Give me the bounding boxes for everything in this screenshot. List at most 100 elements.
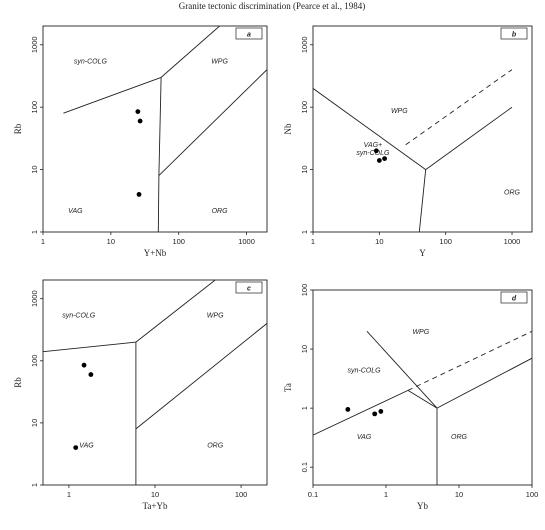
field-boundary [43,341,136,353]
x-axis-label: Yb [417,501,428,511]
x-tick-label: 1000 [238,237,255,246]
x-tick-label: 100 [439,237,452,246]
x-tick-label: 100 [526,490,539,499]
panel-letter: a [247,32,251,39]
y-tick-label: 1 [300,406,309,410]
y-tick-label: 100 [30,101,39,114]
y-tick-label: 100 [300,284,309,297]
field-label: VAG [68,208,83,215]
panel-b: b 1 10 100 1000 1 10 100 1000 Y Nb WPG VAG+syn-COLG O… [283,25,533,258]
sample-point [73,445,79,451]
field-label: WPG [211,59,228,66]
sample-point [378,409,384,414]
sample-point [81,362,87,368]
x-axis-label: Y [419,248,426,258]
field-boundary [425,106,513,170]
field-label: WPG [391,108,408,115]
field-boundary [407,330,532,391]
field-boundary [366,330,438,409]
plot-frame [312,25,533,233]
field-boundary [135,280,216,343]
panel-d: d 0.1 1 10 100 0.1 1 10 100 Yb Ta WPG syn-COLG VAG ORG [283,284,538,511]
field-label: ORG [451,434,468,441]
field-boundary [63,76,162,114]
plot-frame [312,289,533,486]
field-boundary [313,88,426,170]
panel-letter-box [500,27,528,40]
y-tick-label: 10 [300,165,309,173]
y-tick-label: 1000 [300,36,309,53]
field-boundary [313,357,532,436]
y-tick-label: 100 [30,355,39,368]
panel-a: a 1 10 100 1000 1 10 100 1000 Y+Nb Rb syn-COLG WPG VA… [13,25,268,258]
x-tick-label: 1 [41,237,45,246]
sample-point [88,372,94,377]
y-tick-label: 1 [30,483,39,487]
x-axis-label: Ta+Yb [143,501,168,511]
y-tick-label: 1 [300,230,309,234]
field-label: VAG [357,434,372,441]
x-tick-label: 100 [172,237,185,246]
panel-letter-box [235,281,263,294]
sample-point [373,148,379,154]
x-tick-label: 100 [235,490,248,499]
field-label: syn-COLG [74,59,108,66]
y-axis-label: Rb [13,377,23,388]
x-tick-label: 10 [107,237,115,246]
field-label: VAG+ [364,142,382,149]
panel-c: c 1 10 100 1 10 100 1000 Ta+Yb Rb syn-COLG WPG VAG OR… [13,279,268,511]
y-tick-label: 10 [300,345,309,353]
x-tick-label: 10 [375,237,383,246]
x-tick-label: 1000 [504,237,521,246]
panel-letter-box [500,291,528,304]
field-boundary [160,26,220,78]
field-label: ORG [212,208,229,215]
field-label: WPG [412,329,429,336]
y-axis-label: Nb [283,123,293,134]
field-boundary [158,69,267,176]
sample-point [345,407,351,412]
sample-point [136,192,142,197]
x-tick-label: 0.1 [308,490,318,499]
field-label: syn-COLG [62,312,96,319]
panel-letter: b [512,32,517,39]
y-tick-label: 10 [30,419,39,427]
field-boundary [135,323,267,430]
x-axis-label: Y+Nb [144,248,167,258]
field-label: VAG [79,443,94,450]
y-axis-label: Ta [283,383,293,392]
y-tick-label: 1000 [30,36,39,53]
plot-frame [42,25,268,233]
sample-point [372,411,378,417]
y-axis-label: Rb [13,123,23,134]
sample-point [382,156,387,162]
field-label: syn-COLG [347,368,381,375]
y-tick-label: 1000 [30,290,39,307]
x-tick-label: 10 [455,490,463,499]
field-boundary [418,169,427,232]
y-tick-label: 0.1 [300,462,309,472]
figure-title: Granite tectonic discrimination (Pearce … [179,1,365,11]
field-label: ORG [207,443,224,450]
panel-letter: c [247,286,251,293]
plot-frame [42,279,268,486]
x-tick-label: 1 [311,237,315,246]
sample-point [376,158,382,163]
field-label: WPG [207,312,224,319]
field-boundary [157,77,162,232]
field-boundary [405,69,513,146]
x-tick-label: 10 [151,490,159,499]
panel-letter: d [512,296,517,303]
y-tick-label: 1 [30,230,39,234]
y-tick-label: 100 [300,101,309,114]
x-tick-label: 1 [384,490,388,499]
field-label: ORG [504,189,521,196]
sample-point [137,118,143,124]
panels: a 1 10 100 1000 1 10 100 1000 Y+Nb Rb syn-COLG WPG VA… [13,25,538,511]
x-tick-label: 1 [67,490,71,499]
y-tick-label: 10 [30,165,39,173]
field-label: syn-COLG [356,150,390,157]
panel-letter-box [235,27,263,40]
sample-point [135,109,141,114]
